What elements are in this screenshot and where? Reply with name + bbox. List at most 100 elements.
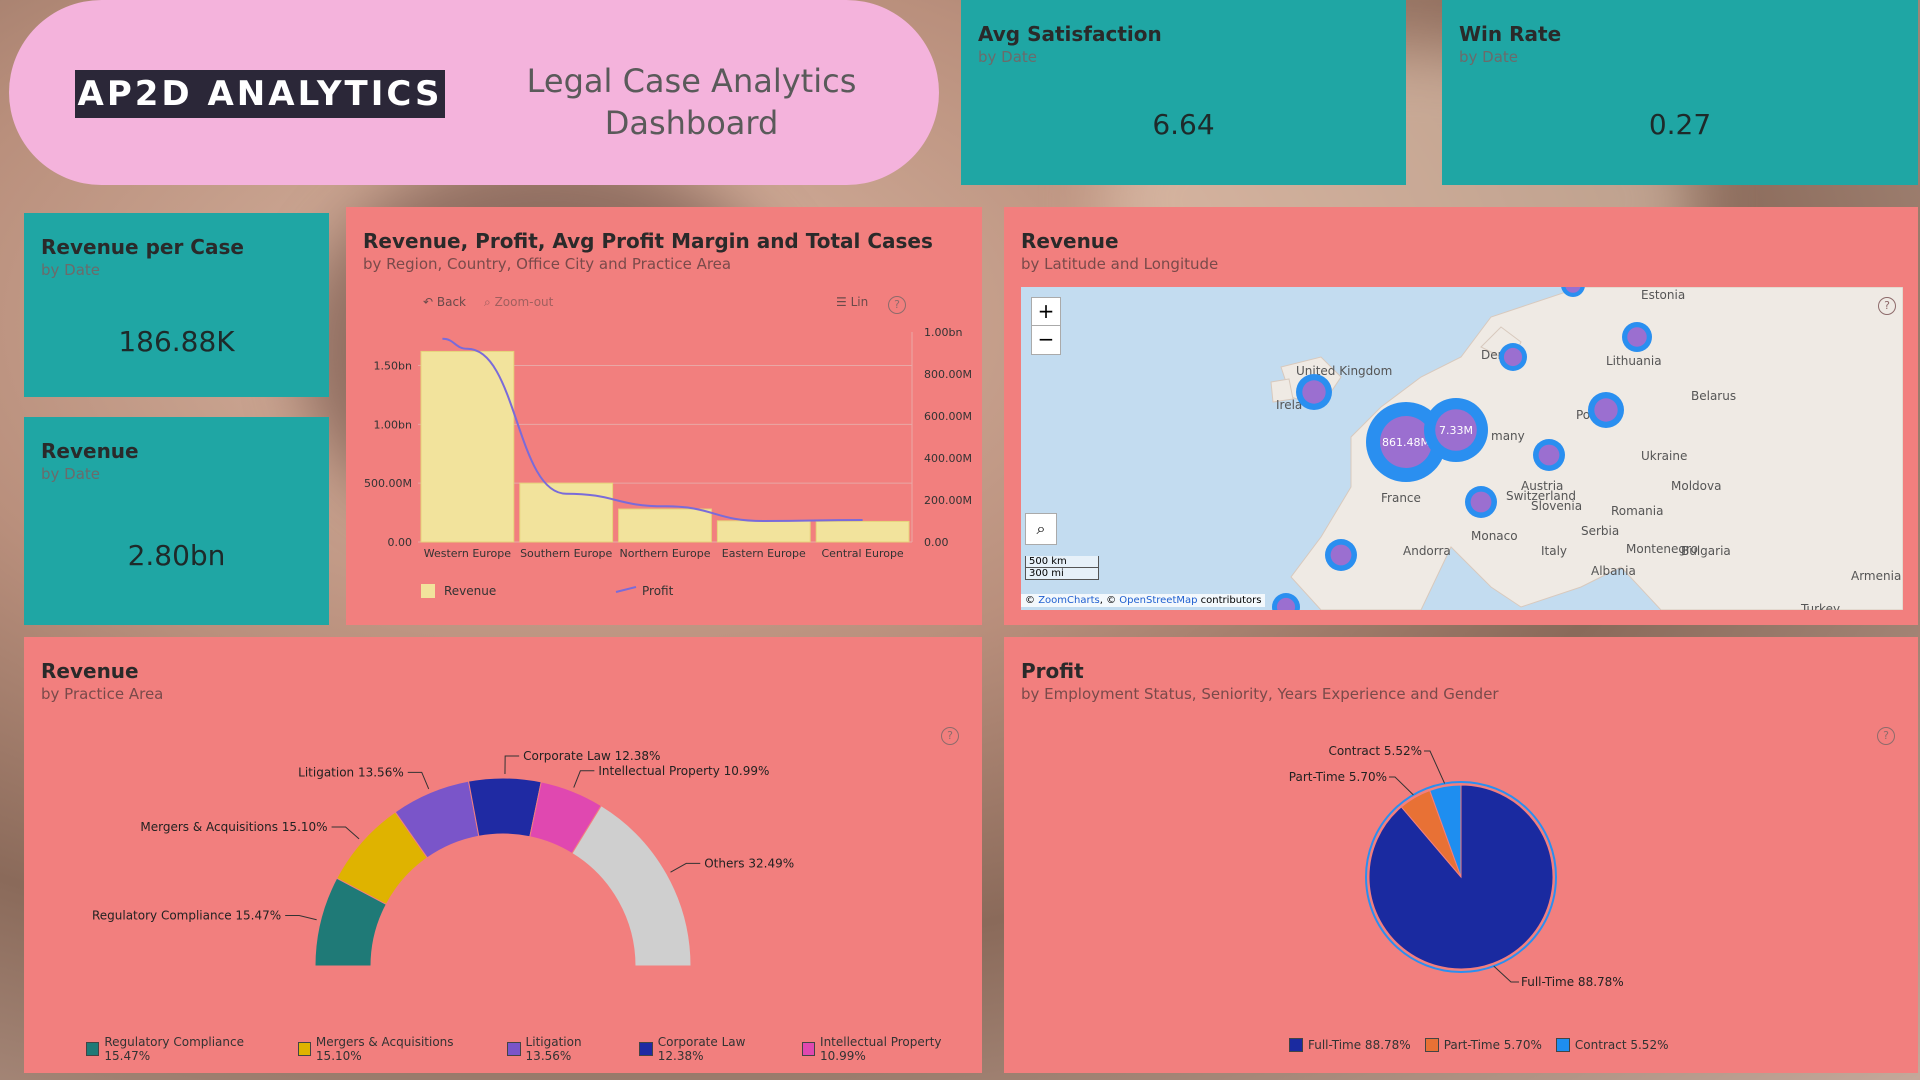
legend-swatch [1424, 1038, 1439, 1052]
map-cluster-label: 861.48M [1382, 436, 1430, 449]
map-card[interactable]: Revenue by Latitude and Longitude Estoni… [1004, 207, 1918, 625]
y-left-tick-label: 0.00 [388, 536, 413, 549]
kpi-card-win-rate[interactable]: Win Rate by Date 0.27 [1442, 0, 1918, 185]
zoom-out-button[interactable]: ⌕ Zoom-out [484, 295, 554, 309]
map-place-label: Belarus [1691, 389, 1736, 403]
map-subtitle: by Latitude and Longitude [1021, 255, 1219, 273]
map-place-label: Romania [1611, 504, 1663, 518]
revenue-bar [618, 508, 712, 543]
legend-swatch [639, 1042, 653, 1056]
title-line-1: Legal Case Analytics [526, 62, 857, 100]
legend-item[interactable]: Contract 5.52% [1555, 1038, 1668, 1052]
map-place-label: Bulgaria [1681, 544, 1731, 558]
revenue-bar [815, 520, 910, 543]
legend-label: Intellectual Property 10.99% [820, 1035, 942, 1063]
attribution-prefix: © [1025, 595, 1039, 606]
combo-chart[interactable]: 0.00 500.00M 1.00bn 1.50bn 0.00 200.00M 400.00… [346, 207, 982, 625]
map-canvas[interactable]: Estonia Denm Lithuania United Kingdom Irela B… [1021, 287, 1903, 610]
kpi-title: Revenue per Case [41, 235, 244, 259]
kpi-title: Revenue [41, 439, 139, 463]
legend-label-profit: Profit [642, 584, 674, 598]
legend-swatch [297, 1042, 311, 1056]
revenue-bar [519, 482, 614, 543]
back-button[interactable]: ↶ Back [423, 295, 467, 309]
legend-item[interactable]: Litigation 13.56% [507, 1035, 625, 1063]
map-cluster-core [1380, 416, 1432, 468]
chart-subtitle: by Practice Area [41, 685, 164, 703]
legend-label: Mergers & Acquisitions 15.10% [315, 1035, 454, 1063]
dashboard-header: AP2D ANALYTICS Legal Case Analytics Dash… [9, 0, 939, 185]
legend-item[interactable]: Full-Time 88.78% [1289, 1038, 1411, 1052]
practice-area-donut-card[interactable]: Revenue by Practice Area ? Regulatory Co… [24, 637, 982, 1073]
pie-chart[interactable]: Contract 5.52%Part-Time 5.70%Full-Time 8… [1004, 637, 1918, 1073]
kpi-subtitle: by Date [978, 48, 1038, 66]
employment-pie-card[interactable]: Profit by Employment Status, Seniority, … [1004, 637, 1918, 1073]
slice-callout-label: Full-Time 88.78% [1521, 975, 1624, 989]
help-icon[interactable]: ? [941, 727, 959, 745]
map-cluster-core [1594, 398, 1618, 422]
legend-swatch-profit [615, 586, 637, 593]
lasso-icon[interactable]: ⌕ [1025, 513, 1057, 545]
map-place-label: Estonia [1641, 288, 1685, 302]
company-logo: AP2D ANALYTICS [75, 70, 445, 118]
map-scale: 500 km 300 mi [1025, 556, 1099, 580]
kpi-card-avg-satisfaction[interactable]: Avg Satisfaction by Date 6.64 [961, 0, 1406, 185]
map-place-label: Lithuania [1606, 354, 1662, 368]
kpi-subtitle: by Date [1459, 48, 1519, 66]
attribution-middle: , © [1099, 595, 1120, 606]
legend-item[interactable]: Part-Time 5.70% [1424, 1038, 1542, 1052]
map-place-label: Slovenia [1531, 499, 1582, 513]
kpi-value: 0.27 [1648, 108, 1712, 141]
map-place-label: United Kingdom [1296, 364, 1392, 378]
slice-callout-label: Contract 5.52% [1328, 744, 1422, 758]
callout-line [285, 914, 317, 921]
chart-legend: Full-Time 88.78% Part-Time 5.70% Contract … [1289, 1038, 1668, 1052]
revenue-bar [716, 520, 811, 543]
legend-swatch [1555, 1038, 1570, 1052]
map-cluster-core [1627, 327, 1647, 347]
slice-callout-label: Others 32.49% [704, 856, 794, 870]
openstreetmap-link[interactable]: OpenStreetMap [1119, 595, 1198, 606]
map-cluster-core [1302, 380, 1326, 404]
donut-slice [467, 777, 542, 838]
zoomcharts-link[interactable]: ZoomCharts [1038, 595, 1100, 606]
kpi-title: Avg Satisfaction [978, 22, 1162, 46]
legend-item[interactable]: Corporate Law 12.38% [639, 1035, 787, 1063]
y-right-tick-label: 200.00M [924, 494, 972, 507]
chart-legend: Regulatory Compliance 15.47% Mergers & Ac… [86, 1035, 982, 1063]
help-icon[interactable]: ? [1877, 727, 1895, 745]
slice-callout-label: Regulatory Compliance 15.47% [92, 908, 281, 922]
help-icon[interactable]: ? [1878, 297, 1896, 315]
combo-chart-card[interactable]: Revenue, Profit, Avg Profit Margin and T… [346, 207, 982, 625]
scale-toggle-button[interactable]: ☰ Lin [836, 295, 869, 309]
zoom-in-button[interactable]: + [1032, 298, 1060, 326]
back-label: Back [436, 295, 467, 309]
slice-callout-label: Part-Time 5.70% [1289, 770, 1387, 784]
legend-item[interactable]: Mergers & Acquisitions 15.10% [297, 1035, 494, 1063]
map-place-label: Montenegro [1626, 542, 1698, 556]
y-right-tick-label: 600.00M [924, 410, 972, 423]
legend-item[interactable]: Regulatory Compliance 15.47% [86, 1035, 284, 1063]
kpi-card-revenue[interactable]: Revenue by Date 2.80bn [24, 417, 329, 625]
y-left-tick-label: 1.50bn [374, 360, 412, 373]
help-icon[interactable]: ? [888, 296, 906, 314]
zoom-out-button[interactable]: − [1037, 327, 1055, 351]
x-tick-label: Northern Europe [619, 547, 710, 560]
chart-title: Revenue, Profit, Avg Profit Margin and T… [363, 229, 933, 253]
slice-callout-label: Mergers & Acquisitions 15.10% [140, 820, 327, 834]
map-cluster-core [1470, 491, 1492, 513]
kpi-card-revenue-per-case[interactable]: Revenue per Case by Date 186.88K [24, 213, 329, 397]
chart-subtitle: by Region, Country, Office City and Prac… [363, 255, 732, 273]
legend-item[interactable]: Intellectual Property 10.99% [801, 1035, 982, 1063]
callout-line [573, 770, 595, 788]
land-shape [1270, 378, 1294, 403]
map-place-label: Monaco [1471, 529, 1518, 543]
dashboard-title: Legal Case Analytics Dashboard [509, 60, 874, 144]
donut-chart[interactable]: Regulatory Compliance 15.47% Mergers & Ac… [24, 637, 982, 1073]
scale-km: 500 km [1025, 556, 1099, 568]
kpi-title: Win Rate [1459, 22, 1562, 46]
legend-swatch [801, 1042, 816, 1056]
map-place-label: Moldova [1671, 479, 1721, 493]
legend-swatch-revenue [421, 584, 435, 598]
